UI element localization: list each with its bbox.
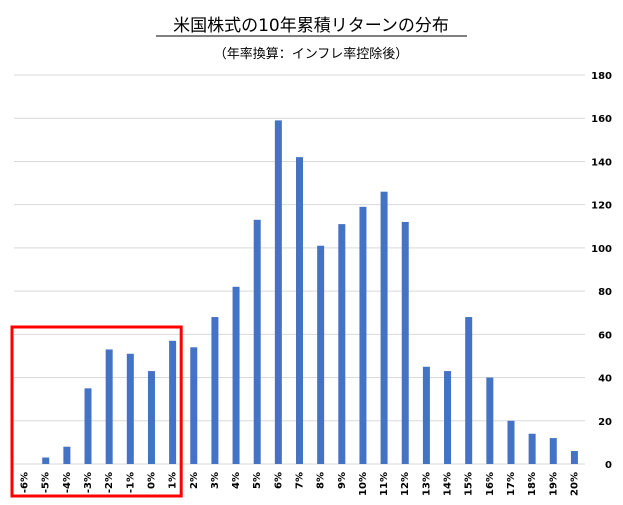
y-tick-label: 100 bbox=[591, 244, 612, 255]
y-tick-label: 0 bbox=[605, 460, 612, 471]
y-tick-label: 140 bbox=[591, 157, 612, 168]
x-tick-label: 15% bbox=[464, 472, 475, 496]
bar--1% bbox=[126, 353, 134, 464]
bar-17% bbox=[507, 420, 515, 464]
x-tick-label: 17% bbox=[506, 472, 517, 496]
x-tick-label: 0% bbox=[146, 472, 157, 489]
x-tick-label: -2% bbox=[104, 472, 115, 493]
x-tick-label: 1% bbox=[168, 472, 179, 489]
bar-16% bbox=[486, 377, 494, 464]
bar-10% bbox=[359, 206, 367, 465]
x-tick-label: -3% bbox=[83, 472, 94, 493]
bars bbox=[42, 120, 578, 465]
bar-5% bbox=[253, 219, 261, 464]
chart-title: 米国株式の10年累積リターンの分布 bbox=[173, 16, 449, 36]
x-axis: -6% -5% -4% -3% -2% -1% 0% 1% 2% 3% 4% 5% 6% 7% 8% 9% 10… bbox=[20, 472, 581, 496]
bar-8% bbox=[317, 245, 325, 464]
bar--5% bbox=[42, 457, 50, 464]
bar-0% bbox=[147, 371, 155, 464]
y-tick-label: 160 bbox=[591, 114, 612, 125]
y-tick-label: 40 bbox=[598, 374, 612, 385]
x-tick-label: 11% bbox=[379, 472, 390, 496]
bar-2% bbox=[190, 347, 198, 464]
bar-9% bbox=[338, 224, 346, 464]
bar-4% bbox=[232, 286, 240, 464]
x-tick-label: 8% bbox=[316, 472, 327, 489]
x-tick-label: -5% bbox=[41, 472, 52, 493]
bar-18% bbox=[528, 433, 536, 464]
bar-13% bbox=[422, 366, 430, 464]
x-tick-label: 10% bbox=[358, 472, 369, 496]
bar-12% bbox=[401, 221, 409, 464]
x-tick-label: 20% bbox=[569, 472, 580, 496]
y-tick-label: 120 bbox=[591, 201, 612, 212]
x-tick-label: 14% bbox=[443, 472, 454, 496]
bar--2% bbox=[105, 349, 113, 464]
x-tick-label: 12% bbox=[400, 472, 411, 496]
x-tick-label: 6% bbox=[273, 472, 284, 489]
x-tick-label: 4% bbox=[231, 472, 242, 489]
x-tick-label: -1% bbox=[125, 472, 136, 493]
x-tick-label: 9% bbox=[337, 472, 348, 489]
x-tick-label: -6% bbox=[20, 472, 31, 493]
bar-7% bbox=[296, 157, 303, 464]
y-tick-label: 80 bbox=[598, 287, 612, 298]
bar-14% bbox=[444, 371, 452, 464]
x-tick-label: 13% bbox=[421, 472, 432, 496]
bar-3% bbox=[211, 317, 219, 464]
x-tick-label: 5% bbox=[252, 472, 263, 489]
y-axis: 0 20 40 60 80 100 120 140 160 180 bbox=[591, 71, 612, 471]
bar-20% bbox=[570, 451, 578, 464]
y-tick-label: 60 bbox=[598, 330, 612, 341]
bar-6% bbox=[274, 120, 282, 464]
x-tick-label: 18% bbox=[527, 472, 538, 496]
bar-15% bbox=[465, 317, 473, 464]
highlight-box bbox=[10, 325, 183, 498]
x-tick-label: 16% bbox=[485, 472, 496, 496]
bar--3% bbox=[84, 388, 92, 464]
x-tick-label: 2% bbox=[189, 472, 200, 489]
x-tick-label: 19% bbox=[548, 472, 559, 496]
x-tick-label: -4% bbox=[62, 472, 73, 493]
y-tick-label: 20 bbox=[598, 417, 612, 428]
x-tick-label: 3% bbox=[210, 472, 221, 489]
bar-1% bbox=[169, 340, 177, 464]
y-tick-label: 180 bbox=[591, 71, 612, 82]
x-tick-label: 7% bbox=[295, 472, 306, 489]
bar-19% bbox=[549, 438, 557, 464]
bar-11% bbox=[380, 191, 388, 464]
chart-subtitle: （年率換算：インフレ率控除後） bbox=[214, 46, 409, 62]
bar--4% bbox=[63, 446, 71, 464]
